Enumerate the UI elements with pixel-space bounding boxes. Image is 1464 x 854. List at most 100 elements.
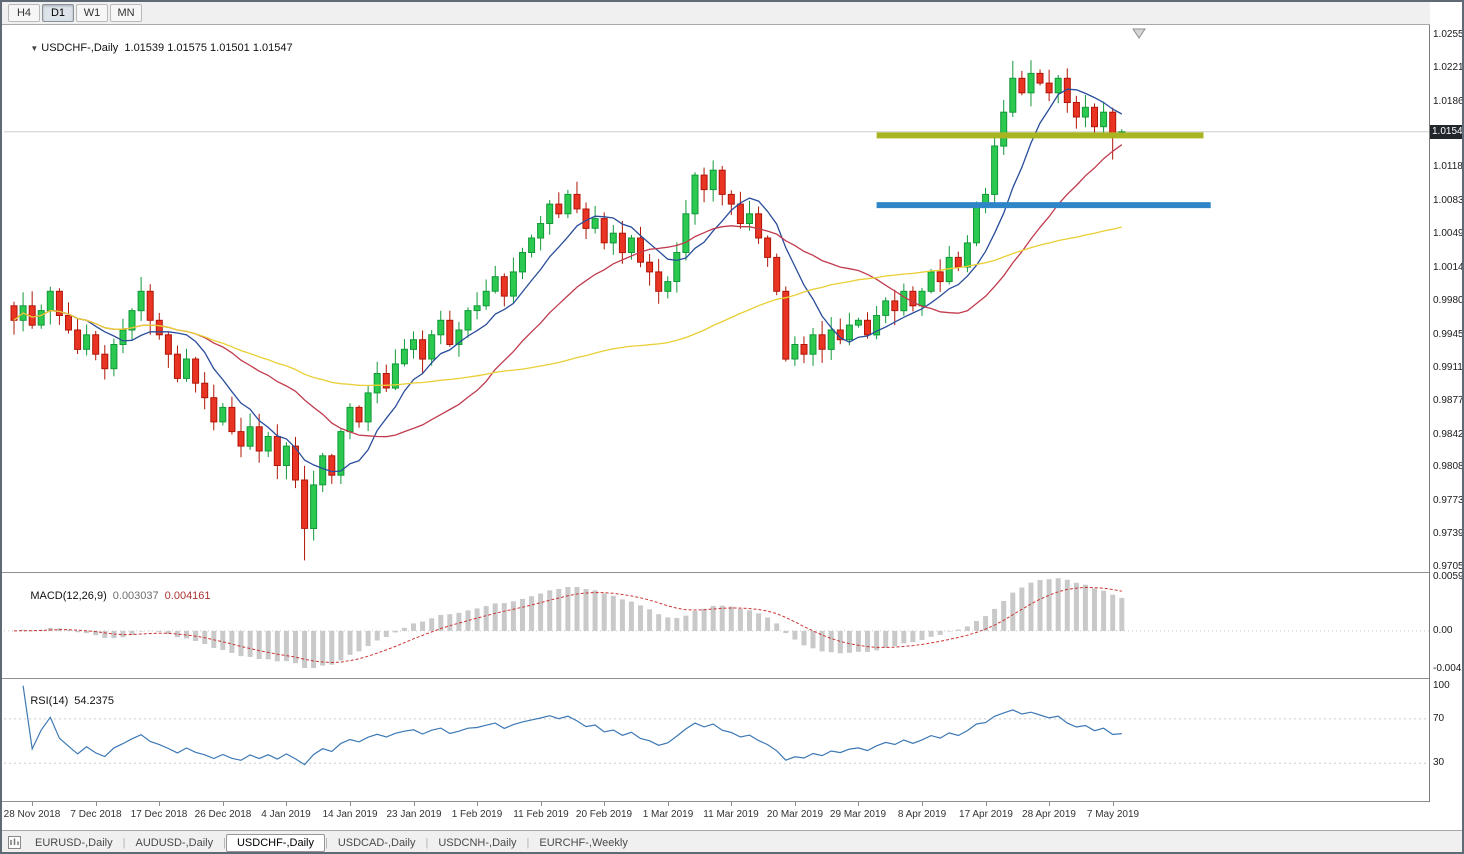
axis-label: 1.02550 <box>1433 28 1464 40</box>
time-axis-label: 14 Jan 2019 <box>322 809 378 820</box>
macd-signal-value: 0.004161 <box>164 590 211 602</box>
time-tick <box>96 802 97 806</box>
timeframe-button-w1[interactable]: W1 <box>76 4 108 22</box>
chart-tab-audusd[interactable]: AUDUSD-,Daily <box>135 836 214 849</box>
timeframe-button-mn[interactable]: MN <box>110 4 142 22</box>
time-tick <box>223 802 224 806</box>
time-axis-label: 29 Mar 2019 <box>829 809 887 820</box>
time-tick <box>414 802 415 806</box>
time-axis-label: 17 Dec 2018 <box>130 809 188 820</box>
time-axis-label: 4 Jan 2019 <box>261 809 311 820</box>
axis-separator <box>1429 25 1430 802</box>
pane-divider <box>2 801 1462 802</box>
time-tick <box>795 802 796 806</box>
axis-label: 30 <box>1433 757 1445 769</box>
ohlc-values: 1.01539 1.01575 1.01501 1.01547 <box>124 42 293 54</box>
time-tick <box>350 802 351 806</box>
current-price-tag: 1.01547 <box>1430 125 1462 139</box>
symbol-title: USDCHF-,Daily <box>41 42 119 54</box>
timeframe-buttons: H4 D1 W1 MN <box>8 4 142 22</box>
chart-tabs: EURUSD-,Daily | AUDUSD-,Daily | USDCHF-,Dail… <box>25 833 638 852</box>
tab-separator: | <box>425 836 429 849</box>
macd-name: MACD(12,26,9) <box>30 590 107 602</box>
price-axis[interactable]: 1.02550 1.02210 1.01860 1.01180 1.00830 1.004… <box>1430 2 1464 802</box>
macd-title: MACD(12,26,9) 0.003037 0.004161 <box>12 578 211 614</box>
time-axis-label: 28 Nov 2018 <box>3 809 61 820</box>
time-tick <box>159 802 160 806</box>
chart-tab-eurchf[interactable]: EURCHF-,Weekly <box>539 836 628 849</box>
time-axis-label: 23 Jan 2019 <box>386 809 442 820</box>
rsi-canvas[interactable] <box>4 679 1429 801</box>
time-tick <box>1049 802 1050 806</box>
chart-tab-usdcad[interactable]: USDCAD-,Daily <box>337 836 416 849</box>
macd-main-value: 0.003037 <box>112 590 159 602</box>
axis-label: 0.00 <box>1433 624 1453 636</box>
time-tick <box>1113 802 1114 806</box>
pane-divider[interactable] <box>2 678 1462 679</box>
time-axis-label: 1 Mar 2019 <box>642 809 694 820</box>
axis-label: 1.01180 <box>1433 161 1463 173</box>
timeframe-button-d1[interactable]: D1 <box>42 4 74 22</box>
time-tick <box>731 802 732 806</box>
rsi-title: RSI(14) 54.2375 <box>12 683 114 719</box>
tab-separator: | <box>223 836 226 849</box>
rsi-name: RSI(14) <box>30 695 69 707</box>
time-tick <box>32 802 33 806</box>
time-tick <box>604 802 605 806</box>
time-axis-label: 17 Apr 2019 <box>959 809 1013 820</box>
time-axis-label: 26 Dec 2018 <box>194 809 252 820</box>
time-axis-label: 20 Feb 2019 <box>575 809 633 820</box>
macd-pane[interactable]: MACD(12,26,9) 0.003037 0.004161 <box>4 574 1429 677</box>
timeframe-button-h4[interactable]: H4 <box>8 4 40 22</box>
time-tick <box>477 802 478 806</box>
time-tick <box>986 802 987 806</box>
price-pane[interactable]: ▼ USDCHF-,Daily 1.01539 1.01575 1.01501 1… <box>4 26 1429 572</box>
chart-tab-usdchf[interactable]: USDCHF-,Daily <box>225 833 325 852</box>
axis-label: 1.00830 <box>1433 195 1464 207</box>
time-axis-label: 20 Mar 2019 <box>766 809 824 820</box>
chart-tab-usdcnh[interactable]: USDCNH-,Daily <box>438 836 517 849</box>
price-chart-canvas[interactable] <box>4 26 1429 572</box>
chart-title: ▼ USDCHF-,Daily 1.01539 1.01575 1.01501 1… <box>12 30 293 66</box>
chart-tabbar: EURUSD-,Daily | AUDUSD-,Daily | USDCHF-,Dail… <box>2 830 1462 852</box>
time-axis-label: 11 Feb 2019 <box>513 809 569 820</box>
tab-separator: | <box>324 836 328 849</box>
time-axis-label: 7 Dec 2018 <box>70 809 122 820</box>
time-tick <box>922 802 923 806</box>
time-tick <box>858 802 859 806</box>
chart-list-icon[interactable] <box>8 836 21 849</box>
time-tick <box>541 802 542 806</box>
axis-label: 1.00490 <box>1433 228 1464 240</box>
time-axis-label: 8 Apr 2019 <box>897 809 947 820</box>
rsi-value: 54.2375 <box>74 695 115 707</box>
axis-label: 0.00597 <box>1433 570 1464 582</box>
pane-divider[interactable] <box>2 572 1462 573</box>
time-axis[interactable]: 28 Nov 2018 7 Dec 2018 17 Dec 2018 26 Dec 2… <box>2 802 1462 830</box>
tab-separator: | <box>526 836 530 849</box>
axis-label: 1.02210 <box>1433 61 1464 73</box>
tab-separator: | <box>122 836 126 849</box>
timeframe-toolbar: H4 D1 W1 MN <box>2 2 1462 25</box>
time-axis-label: 11 Mar 2019 <box>703 809 759 820</box>
rsi-pane[interactable]: RSI(14) 54.2375 <box>4 679 1429 801</box>
symbol-dropdown-icon[interactable]: ▼ <box>30 44 39 53</box>
time-axis-label: 1 Feb 2019 <box>451 809 503 820</box>
macd-canvas[interactable] <box>4 574 1429 677</box>
time-axis-label: 7 May 2019 <box>1086 809 1140 820</box>
chart-tab-eurusd[interactable]: EURUSD-,Daily <box>35 836 113 849</box>
axis-label: 100 <box>1433 679 1450 691</box>
axis-label: 70 <box>1433 712 1445 724</box>
time-axis-label: 28 Apr 2019 <box>1022 809 1076 820</box>
axis-label: -0.00424 <box>1433 663 1462 675</box>
